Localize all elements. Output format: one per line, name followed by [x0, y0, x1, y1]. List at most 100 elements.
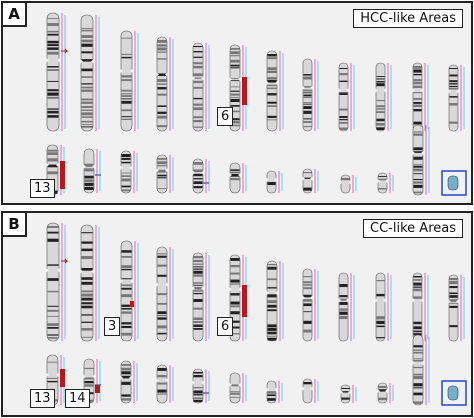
chromosome-b-r1-3-band — [121, 284, 132, 287]
chromosome-a-r1-11-band — [413, 121, 422, 125]
marker-arrow-a — [61, 48, 69, 54]
chromosome-a-r1-2-band — [81, 43, 93, 47]
chromosome-b-r1-7-band — [267, 300, 277, 304]
cnv-bar-3-b — [130, 301, 134, 307]
chromosome-b-r1-4-band — [157, 255, 167, 258]
chromosome-a-r2-11-band — [413, 165, 423, 168]
chromosome-b-r2-1-band — [47, 380, 58, 383]
chromosome-b-r1-10-band — [376, 316, 385, 320]
chromosome-b-r1-4-centromere — [156, 282, 168, 287]
chromosome-b-r2-7 — [266, 380, 283, 404]
cnv-bar-13-b — [60, 369, 65, 387]
chromosome-b-r2-6 — [229, 372, 247, 404]
chromosome-b-r2-5-centromere — [192, 380, 204, 385]
chromosome-a-r1-12-band — [449, 83, 458, 85]
chromosome-label-13-b: 13 — [30, 389, 55, 408]
chromosome-b-r1-3-centromere — [120, 279, 133, 283]
chromosome-a-r1-10-band — [376, 108, 385, 110]
chromosome-b-r1-5-band — [193, 268, 203, 270]
chromosome-a-r1-1-band — [47, 44, 59, 47]
chromosome-a-r1-7-band — [267, 54, 277, 57]
chromosome-a-r1-9-band — [339, 73, 348, 76]
chromosome-a-r1-2 — [80, 14, 100, 132]
chromosome-b-r1-5-band — [193, 270, 203, 274]
chromosome-a-r1-4-band — [157, 58, 167, 60]
chromosome-a-r1-1 — [46, 12, 66, 132]
chromosome-a-r1-11-centromere — [412, 88, 423, 93]
chromosome-a-r2-3-centromere — [120, 165, 132, 170]
chromosome-b-r1-3 — [120, 240, 139, 342]
chromosome-a-r1-1-band — [47, 66, 59, 68]
chromosome-a-r1-6-band — [230, 86, 240, 88]
chromosome-a-r1-12-band — [449, 85, 458, 88]
chromosome-b-r1-2-band — [81, 305, 93, 309]
chromosome-a-r1-4-band — [157, 105, 167, 107]
chromosome-a-r1-2-band — [81, 39, 93, 43]
chromosome-a-r1-3-band — [121, 53, 132, 55]
chromosome-a-r2-11-band — [413, 181, 423, 184]
chromosome-a-r1-2-band — [81, 35, 93, 38]
chromosome-a-r1-4-centromere — [156, 72, 168, 77]
karyogram-b — [46, 222, 467, 406]
chromosome-b-r1-2-band — [81, 256, 93, 259]
chromosome-a-r1-2-band — [81, 98, 93, 101]
chromosome-a-r1-7-centromere — [266, 81, 278, 85]
chromosome-b-r1-9-body — [338, 272, 349, 342]
chromosome-a-r1-12-band — [449, 103, 458, 106]
chromosome-label-14-b: 14 — [65, 389, 90, 408]
chromosome-a-r1-4-band — [157, 73, 167, 77]
chromosome-b-r1-1-band — [47, 327, 59, 329]
chromosome-b-r2-9-body — [340, 384, 351, 404]
chromosome-a-r1-5-band — [193, 73, 203, 77]
chromosome-b-r1-7-band — [267, 278, 277, 281]
chromosome-b-r2-11-band — [413, 392, 423, 396]
chromosome-a-r2-10-band — [378, 187, 387, 190]
chromosome-b-r1-5-band — [193, 298, 203, 302]
chromosome-b-r1-10-band — [376, 320, 385, 325]
chromosome-a-r1-7-band — [267, 105, 277, 107]
chromosome-a-r1-2-band — [81, 112, 93, 116]
chromosome-a-r1-6-band — [230, 48, 240, 50]
chromosome-a-r1-2-band — [81, 28, 93, 30]
chromosome-a-r2-11-band — [413, 164, 423, 166]
chromosome-a-r2-4-body — [156, 154, 168, 194]
chromosome-a-r1-4-band — [157, 51, 167, 53]
chromosome-b-r1-12 — [448, 274, 465, 342]
chromosome-a-r2-10 — [377, 172, 394, 194]
chromosome-b-r2-2-band — [84, 367, 94, 370]
chromosome-a-r1-7-band — [267, 115, 277, 118]
sex-chromosome-a — [447, 175, 459, 191]
chromosome-a-r2-3-band — [121, 161, 131, 164]
chromosome-a-r2-1-band — [47, 164, 58, 168]
chromosome-a-r2-5-band — [193, 181, 203, 184]
chromosome-a-r2-6-band — [230, 171, 240, 173]
chromosome-a-r1-8-band — [303, 76, 312, 80]
chromosome-a-r1-4-band — [157, 47, 167, 51]
chromosome-b-r2-5-band — [193, 387, 203, 389]
chromosome-a-r2-5 — [192, 158, 210, 194]
chromosome-a-r1-6-centromere — [229, 77, 241, 82]
chromosome-a-r2-4-band — [157, 177, 167, 179]
chromosome-b-r1-8-band — [303, 303, 312, 307]
chromosome-b-r1-9 — [338, 272, 355, 342]
chromosome-a-r1-12 — [448, 64, 465, 132]
chromosome-b-r2-3-band — [121, 381, 131, 385]
sex-chromosome-box-a — [441, 170, 467, 196]
chromosome-a-r1-8-band — [303, 126, 312, 128]
chromosome-a-r1-5-band — [193, 86, 203, 89]
chromosome-b-r1-5-band — [193, 259, 203, 263]
chromosome-a-r2-11-band — [413, 131, 423, 133]
chromosome-a-r1-9 — [338, 62, 355, 132]
chromosome-b-r2-3-band — [121, 394, 131, 397]
chromosome-b-r1-3-band — [121, 311, 132, 314]
chromosome-a-r2-5-centromere — [192, 170, 204, 175]
panel-a: A HCC-like Areas 6 13 — [1, 1, 473, 205]
chromosome-a-r1-10-band — [376, 81, 385, 83]
chromosome-b-r2-11-band — [413, 373, 423, 376]
chromosome-a-r1-8-band — [303, 92, 312, 94]
chromosome-a-r1-9-band — [339, 116, 348, 119]
chromosome-a-r1-12-band — [449, 87, 458, 90]
chromosome-a-r1-7-band — [267, 87, 277, 90]
chromosome-b-r2-11-band — [413, 383, 423, 387]
chromosome-a-r2-3-band — [121, 175, 131, 177]
